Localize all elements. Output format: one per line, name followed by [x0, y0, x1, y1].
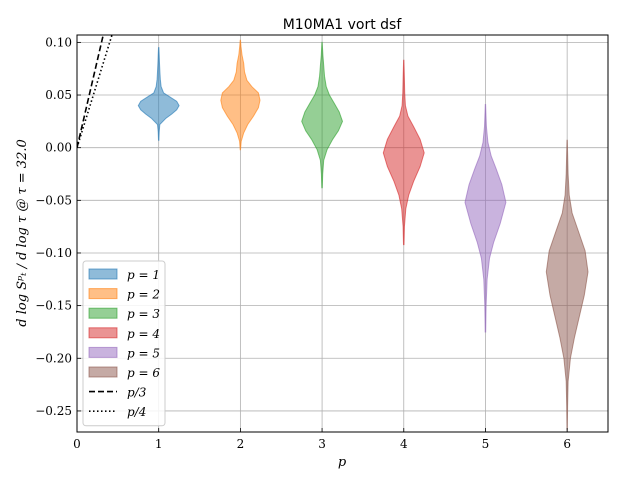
axis-ticks: 0 1 2 3 4 5 6 0.10 0.05 0.00 −0.05 −0.10 −0.15 −0.20 −…	[35, 35, 571, 451]
y-tick-label: 0.00	[45, 141, 72, 155]
legend-frame	[82, 260, 166, 427]
x-tick-label: 3	[318, 437, 326, 451]
violin-body-p1	[137, 47, 180, 141]
legend: p = 1 p = 2 p = 3 p = 4 p = 5 p = 6 p/3 p/4	[82, 260, 166, 427]
x-tick-label: 5	[482, 437, 490, 451]
legend-swatch-p3	[88, 307, 118, 319]
y-tick-label: 0.05	[45, 88, 72, 102]
legend-label-p1: p = 1	[127, 268, 160, 282]
y-tick-label: −0.15	[35, 299, 72, 313]
legend-label-p-over-4: p/4	[127, 405, 146, 419]
legend-swatch-p1	[88, 268, 118, 280]
x-tick-label: 1	[155, 437, 163, 451]
legend-label-p5: p = 5	[127, 346, 160, 360]
x-tick-label: 0	[73, 437, 81, 451]
y-tick-label: −0.25	[35, 404, 72, 418]
y-tick-label: −0.20	[35, 351, 72, 365]
violin-body-p5	[464, 104, 507, 333]
legend-swatch-p5	[88, 346, 118, 358]
violin-layer	[137, 39, 589, 431]
legend-label-p4: p = 4	[127, 327, 160, 341]
x-tick-label: 6	[563, 437, 571, 451]
legend-label-p6: p = 6	[127, 366, 160, 380]
x-axis-label: p	[338, 455, 347, 470]
y-axis-label: d log Sᵖₜ / d log τ @ τ = 32.0	[15, 139, 30, 327]
violin-body-p4	[382, 59, 425, 246]
chart-title: M10MA1 vort dsf	[283, 17, 403, 33]
y-tick-label: −0.10	[35, 246, 72, 260]
legend-label-p2: p = 2	[127, 288, 160, 302]
x-tick-label: 2	[237, 437, 245, 451]
legend-label-p-over-3: p/3	[127, 386, 147, 400]
legend-swatch-p2	[88, 288, 118, 300]
y-tick-label: −0.05	[35, 193, 72, 207]
legend-swatch-p4	[88, 327, 118, 339]
y-tick-label: 0.10	[45, 35, 72, 49]
violin-body-p2	[220, 39, 261, 151]
plot-frame	[76, 34, 609, 433]
violin-body-p3	[301, 41, 344, 189]
legend-swatch-p6	[88, 366, 118, 378]
violin-body-p6	[545, 139, 589, 431]
x-tick-label: 4	[400, 437, 408, 451]
legend-label-p3: p = 3	[127, 307, 160, 321]
